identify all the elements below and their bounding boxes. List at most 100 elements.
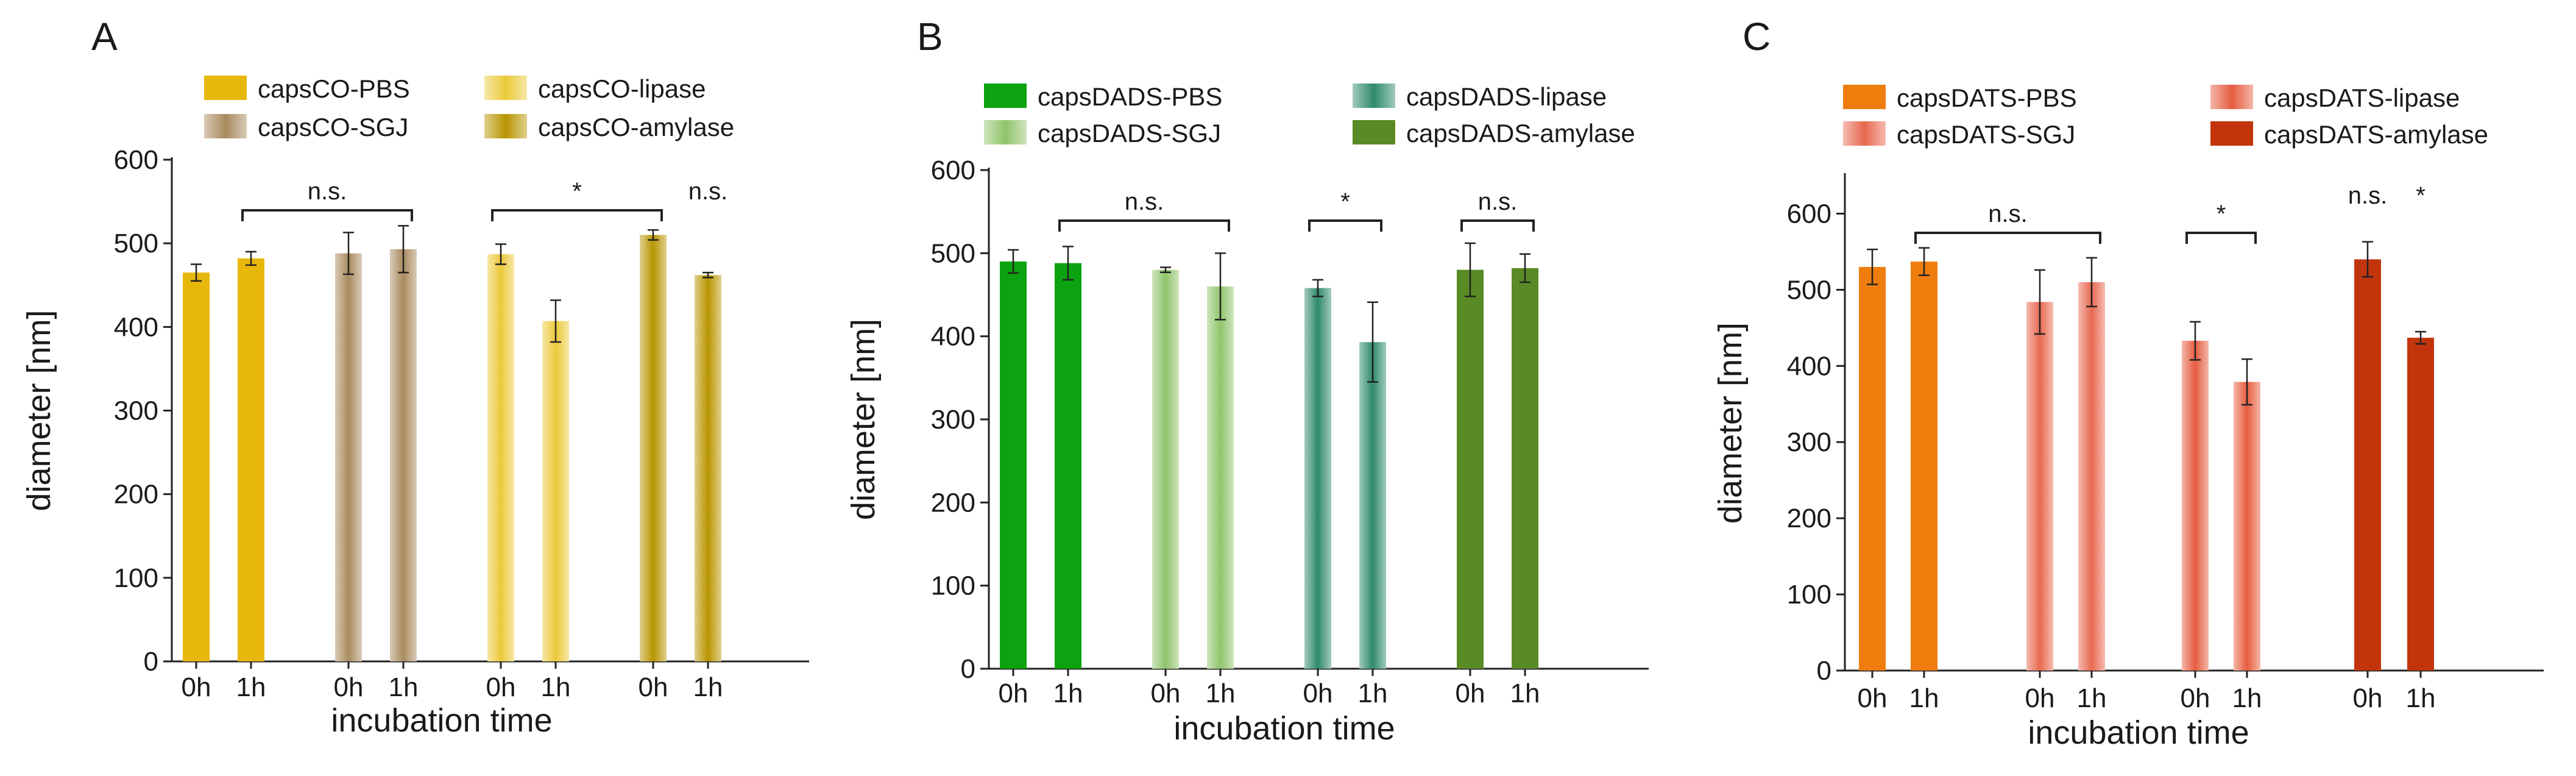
legend-swatch [984, 84, 1027, 108]
time-label: 1h [1206, 678, 1236, 708]
time-label: 1h [389, 672, 419, 702]
legend-label: capsCO-SGJ [258, 113, 408, 141]
legend-swatch [2210, 85, 2253, 109]
time-label: 1h [1358, 678, 1388, 708]
bar [2182, 341, 2209, 671]
time-label: 1h [2406, 683, 2436, 713]
y-tick-label: 400 [931, 322, 975, 352]
x-axis-title: incubation time [2028, 714, 2249, 751]
y-tick-label: 100 [1787, 580, 1831, 610]
time-label: 0h [1456, 678, 1485, 708]
y-tick-label: 300 [931, 405, 975, 435]
bar [640, 235, 667, 661]
significance-label: * [1340, 188, 1350, 215]
legend-swatch [484, 76, 527, 100]
y-tick-label: 600 [931, 155, 975, 185]
legend-swatch [1353, 84, 1395, 108]
y-axis-title: diameter [nm] [21, 310, 57, 511]
bar [542, 321, 569, 661]
y-tick-label: 200 [931, 488, 975, 518]
legend-label: capsCO-lipase [538, 74, 706, 103]
legend-label: capsDADS-lipase [1406, 82, 1607, 111]
time-label: 1h [236, 672, 266, 702]
significance-bracket [1308, 219, 1382, 232]
time-label: 0h [182, 672, 211, 702]
legend-swatch [984, 120, 1027, 144]
significance-label: n.s. [1478, 188, 1517, 215]
time-label: 1h [1053, 678, 1083, 708]
bar [487, 254, 514, 662]
significance-bracket [491, 209, 663, 221]
y-axis-title: diameter [nm] [845, 319, 882, 520]
time-label: 0h [1303, 678, 1333, 708]
time-label: 0h [2025, 683, 2055, 713]
time-label: 0h [486, 672, 516, 702]
y-tick-label: 200 [1787, 504, 1831, 533]
legend-swatch [484, 114, 527, 138]
significance-label: * [572, 178, 582, 205]
time-label: 0h [1151, 678, 1181, 708]
legend-label: capsDADS-amylase [1406, 119, 1635, 148]
y-tick-label: 500 [1787, 275, 1831, 305]
time-label: 0h [334, 672, 364, 702]
bar [238, 258, 264, 661]
legend-swatch [1353, 120, 1395, 144]
time-label: 1h [693, 672, 723, 702]
significance-label: n.s. [1988, 201, 2027, 227]
legend-label: capsDADS-PBS [1038, 82, 1222, 111]
legend-swatch [2210, 121, 2253, 146]
time-label: 1h [2077, 683, 2107, 713]
significance-label: * [2217, 201, 2226, 227]
y-tick-label: 0 [961, 654, 975, 684]
panel-letter: B [917, 15, 943, 59]
bar [2078, 282, 2105, 671]
y-tick-label: 600 [1787, 199, 1831, 229]
time-label: 0h [2181, 683, 2210, 713]
legend-label: capsDATS-SGJ [1897, 120, 2075, 149]
legend-label: capsDATS-lipase [2264, 84, 2460, 112]
bar [1152, 269, 1179, 669]
y-tick-label: 100 [931, 571, 975, 601]
legend-label: capsCO-PBS [258, 74, 410, 103]
legend-label: capsCO-amylase [538, 113, 734, 141]
bar [335, 253, 362, 661]
legend-swatch [1843, 85, 1886, 109]
bar [1304, 288, 1331, 669]
significance-bracket [1914, 232, 2101, 244]
significance-bracket [241, 209, 413, 221]
x-axis-title: incubation time [1173, 710, 1395, 747]
significance-bracket [2185, 232, 2257, 244]
time-label: 0h [639, 672, 668, 702]
bar [183, 272, 210, 661]
time-label: 1h [2232, 683, 2262, 713]
y-tick-label: 0 [144, 647, 158, 677]
legend-label: capsDATS-amylase [2264, 120, 2488, 149]
y-tick-label: 600 [114, 145, 158, 175]
time-label: 1h [1510, 678, 1540, 708]
x-axis-title: incubation time [331, 702, 552, 739]
time-label: 1h [1909, 683, 1939, 713]
legend-label: capsDADS-SGJ [1038, 119, 1221, 148]
bar [2234, 382, 2260, 671]
significance-bracket [1460, 219, 1535, 232]
significance-label: n.s. [2348, 182, 2387, 209]
legend-label: capsDATS-PBS [1897, 84, 2077, 112]
bar [1000, 261, 1027, 669]
y-axis-title: diameter [nm] [1712, 322, 1749, 524]
bar [1457, 269, 1484, 669]
bar [1359, 342, 1386, 669]
y-tick-label: 400 [114, 312, 158, 342]
y-tick-label: 500 [931, 238, 975, 268]
y-tick-label: 300 [114, 396, 158, 426]
bar [2026, 302, 2053, 671]
bar [1911, 262, 1937, 671]
y-tick-label: 200 [114, 480, 158, 510]
significance-label: n.s. [688, 178, 727, 205]
legend-swatch [1843, 121, 1886, 146]
significance-bracket [1058, 219, 1230, 232]
time-label: 0h [1858, 683, 1888, 713]
legend-swatch [204, 76, 247, 100]
